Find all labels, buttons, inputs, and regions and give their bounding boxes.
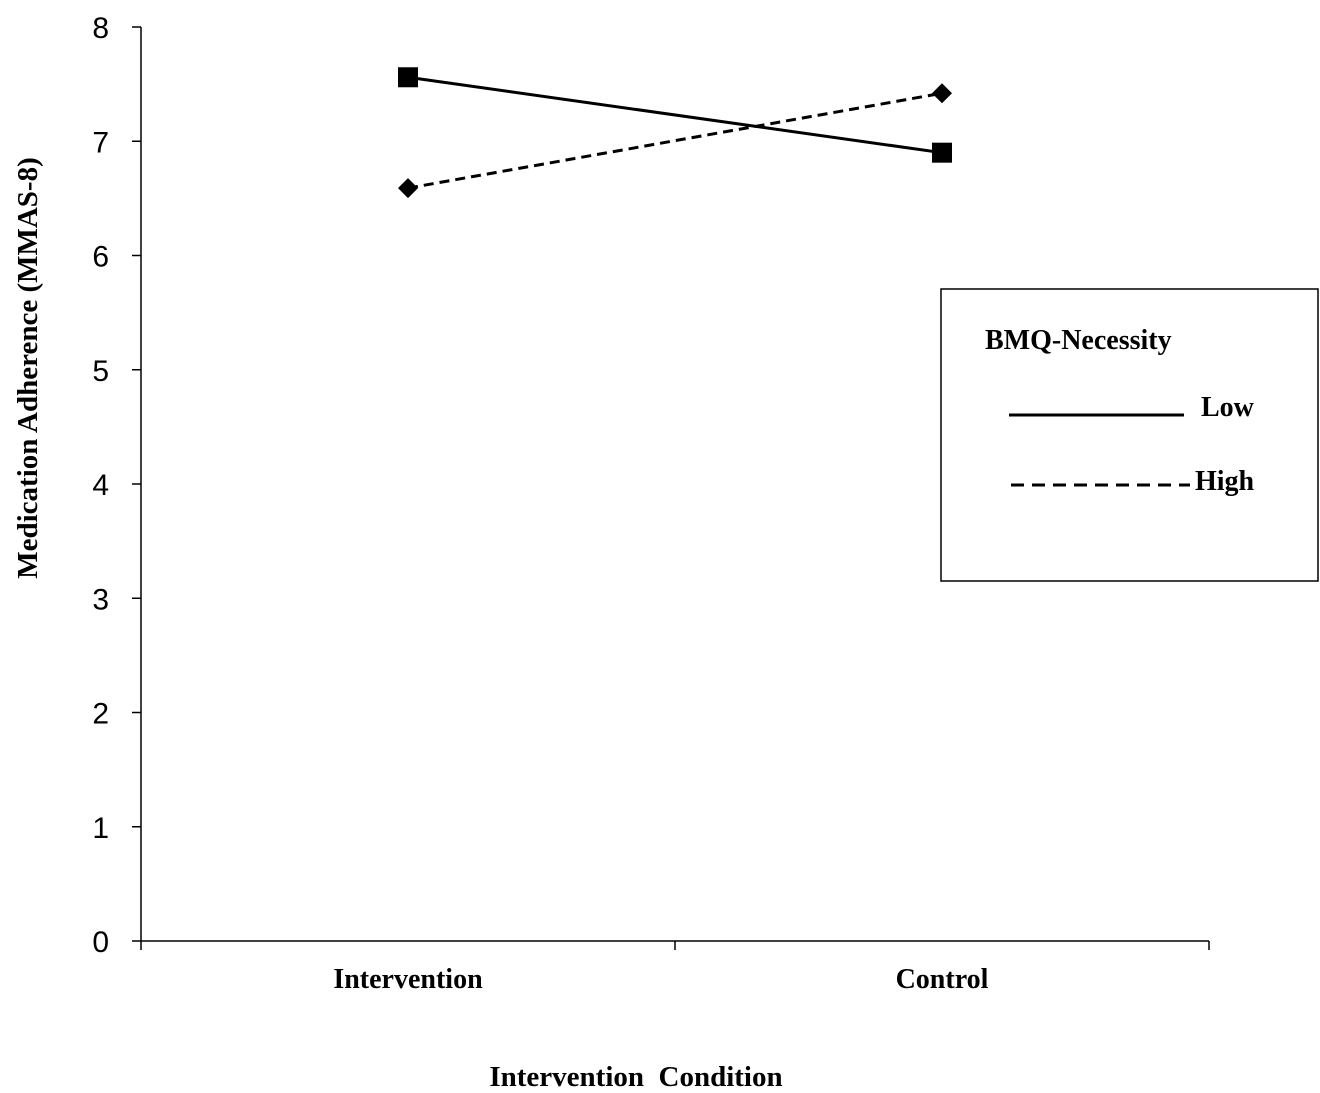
x-tick-label: Intervention xyxy=(333,964,483,995)
data-point-diamond xyxy=(932,83,952,104)
y-tick-label: 7 xyxy=(92,126,109,159)
y-tick-label: 6 xyxy=(92,241,109,274)
series-line-low xyxy=(407,75,943,155)
series-layer xyxy=(398,67,952,199)
legend-title: BMQ-Necessity xyxy=(985,325,1172,356)
data-point-square xyxy=(932,142,952,163)
y-ticks: 0 1 2 3 4 5 6 7 8 xyxy=(92,12,141,959)
y-tick-label: 2 xyxy=(92,698,109,731)
legend-label-low: Low xyxy=(1201,392,1255,423)
y-tick-label: 0 xyxy=(92,926,109,959)
y-tick-label: 3 xyxy=(92,583,109,616)
x-axis: Intervention Control xyxy=(140,940,1210,995)
legend-box xyxy=(940,288,1319,582)
data-point-diamond xyxy=(398,178,418,199)
series-high xyxy=(398,83,952,199)
y-axis-title: Medication Adherence (MMAS-8) xyxy=(12,157,44,579)
legend: BMQ-Necessity Low High xyxy=(940,288,1319,582)
y-tick-label: 8 xyxy=(92,12,109,45)
series-low xyxy=(398,67,952,163)
series-line-high xyxy=(407,91,943,190)
x-tick-label: Control xyxy=(896,964,989,995)
x-ticks: Intervention Control xyxy=(140,941,1210,995)
y-tick-label: 4 xyxy=(92,469,109,502)
x-axis-title: Intervention Condition xyxy=(489,1061,782,1093)
data-point-square xyxy=(398,67,418,88)
y-tick-label: 1 xyxy=(92,812,109,845)
y-tick-label: 5 xyxy=(92,355,109,388)
y-axis: 0 1 2 3 4 5 6 7 8 xyxy=(92,12,142,959)
legend-label-high: High xyxy=(1195,466,1255,497)
